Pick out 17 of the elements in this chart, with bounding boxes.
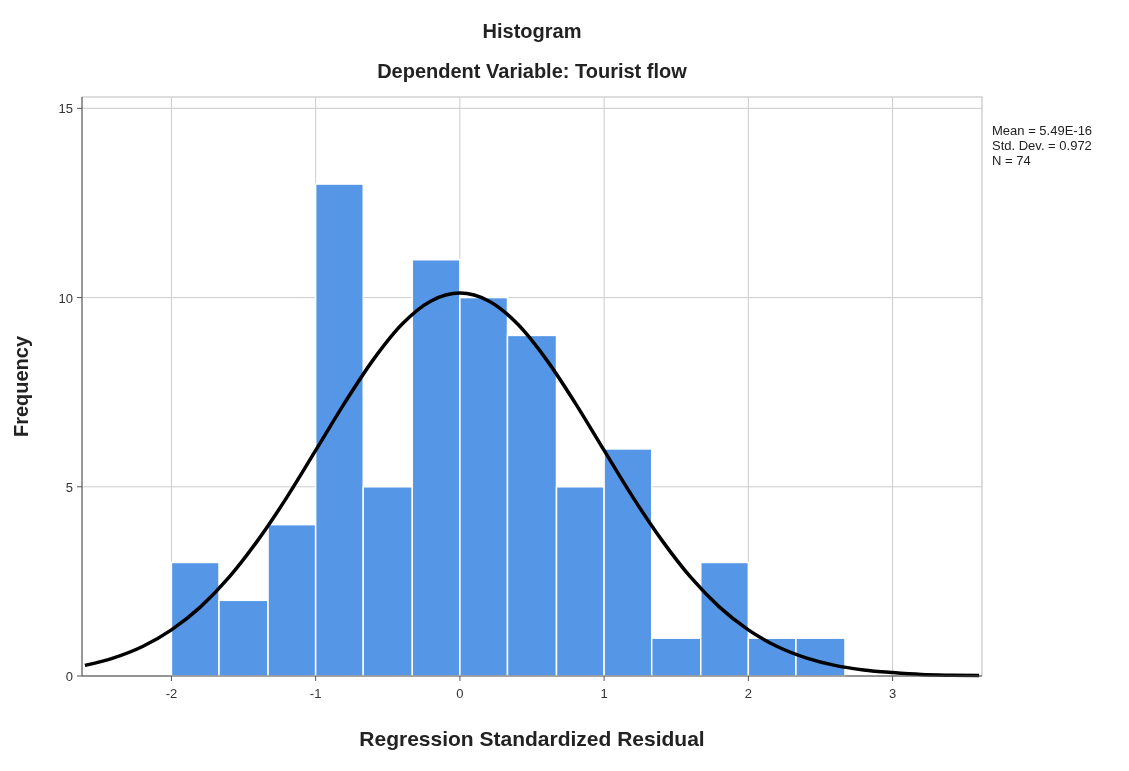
x-tick-label: -1 xyxy=(309,686,322,701)
y-tick-label: 10 xyxy=(58,290,73,306)
text: N = 74 xyxy=(992,153,1031,168)
y-tick-label: 15 xyxy=(58,101,73,117)
x-axis-title: Regression Standardized Residual xyxy=(359,727,705,750)
x-tick-label: 0 xyxy=(456,686,464,701)
x-tick-label: 2 xyxy=(744,686,752,701)
y-axis-title: Frequency xyxy=(10,335,32,438)
x-tick-label: 1 xyxy=(600,686,608,701)
text: Mean = 5.49E-16 xyxy=(992,123,1093,138)
y-tick-label: 0 xyxy=(65,669,73,684)
chart-title: Histogram xyxy=(482,20,582,42)
y-tick-label: 5 xyxy=(65,479,73,495)
x-tick-label: 3 xyxy=(888,686,897,701)
chart-subtitle: Dependent Variable: Tourist flow xyxy=(377,60,688,82)
x-tick-label: -2 xyxy=(165,686,178,701)
text: Std. Dev. = 0.972 xyxy=(992,138,1092,153)
